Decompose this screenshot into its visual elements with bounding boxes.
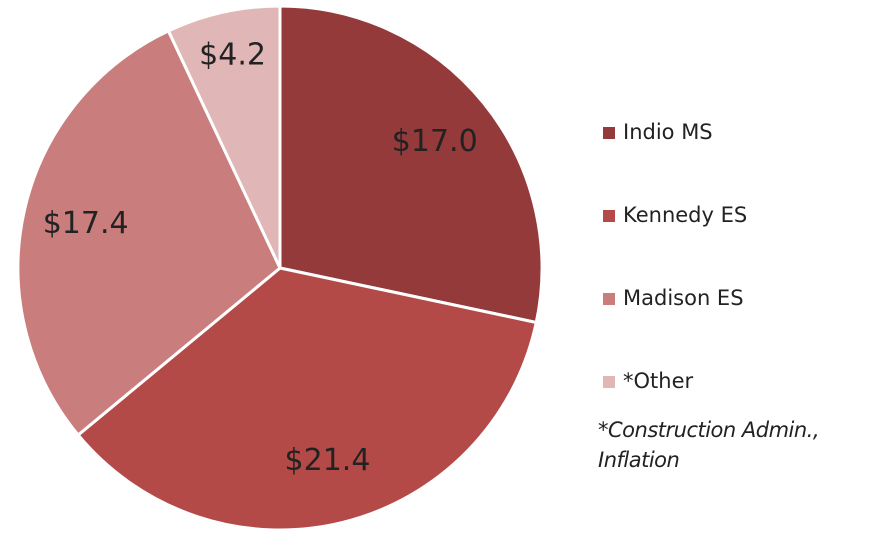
legend-swatch — [603, 127, 615, 139]
legend-label: Indio MS — [623, 120, 713, 144]
legend-swatch — [603, 293, 615, 305]
legend-label: Kennedy ES — [623, 203, 747, 227]
legend-swatch — [603, 210, 615, 222]
pie-slice — [278, 4, 544, 325]
pie-slice — [166, 4, 282, 269]
footnote: *Construction Admin., Inflation — [598, 418, 820, 472]
pie-slice — [76, 266, 539, 532]
slice-label: $17.4 — [43, 206, 129, 241]
legend-label: Madison ES — [623, 286, 744, 310]
slice-label: $17.0 — [392, 124, 478, 159]
legend-swatch — [603, 376, 615, 388]
legend-label: *Other — [623, 369, 693, 393]
slice-label: $21.4 — [285, 443, 371, 478]
slice-label: $4.2 — [199, 37, 266, 72]
